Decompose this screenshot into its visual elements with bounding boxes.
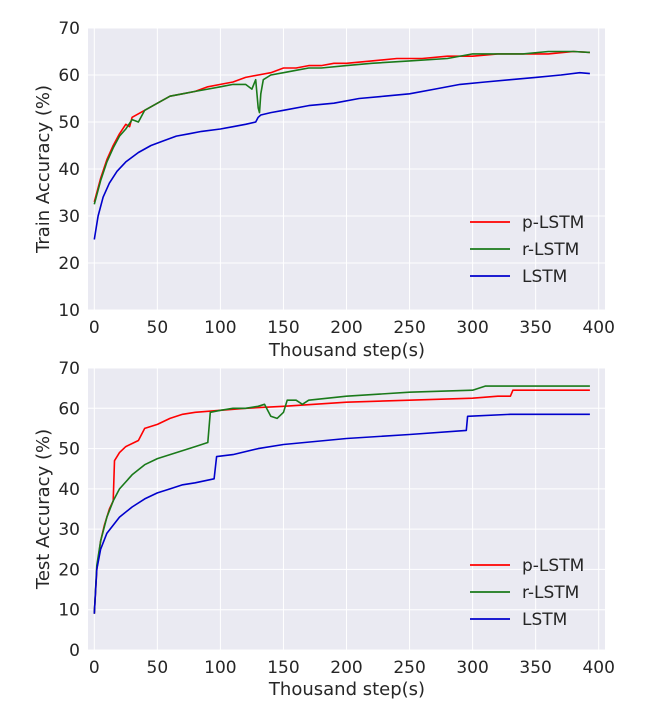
train-x-tick-label: 200 [330, 318, 362, 338]
test-x-tick-label: 0 [89, 658, 100, 678]
test-legend-label-lstm: LSTM [522, 610, 567, 630]
train-series-r-lstm-line [93, 50, 590, 205]
train-x-tick-label: 0 [89, 318, 100, 338]
train-y-axis-label: Train Accuracy (%) [33, 85, 54, 254]
test-series-r-lstm-line [93, 385, 590, 614]
test-x-tick-label: 350 [519, 658, 551, 678]
train-x-tick-label: 350 [519, 318, 551, 338]
train-x-tick-label: 250 [393, 318, 425, 338]
test-series-lstm-line [93, 413, 590, 614]
test-y-tick-label: 60 [58, 399, 80, 419]
test-legend: p-LSTM r-LSTM LSTM [470, 556, 584, 630]
train-x-tick-label: 300 [456, 318, 488, 338]
test-x-tick-label: 100 [204, 658, 236, 678]
train-x-tick-label: 100 [204, 318, 236, 338]
train-y-tick-label: 30 [58, 207, 80, 227]
train-legend-label-p-lstm: p-LSTM [522, 213, 584, 233]
test-x-tick-label: 50 [147, 658, 169, 678]
test-x-tick-label: 400 [582, 658, 614, 678]
train-y-tick-label: 70 [58, 19, 80, 39]
train-x-tick-label: 150 [267, 318, 299, 338]
test-y-tick-label: 50 [58, 440, 80, 460]
test-y-tick-label: 40 [58, 480, 80, 500]
test-y-tick-label: 30 [58, 520, 80, 540]
train-y-tick-label: 40 [58, 160, 80, 180]
train-y-tick-label: 60 [58, 66, 80, 86]
test-x-tick-label: 200 [330, 658, 362, 678]
test-x-tick-label: 150 [267, 658, 299, 678]
train-legend-label-lstm: LSTM [522, 267, 567, 287]
test-x-axis-label: Thousand step(s) [268, 679, 425, 700]
train-legend-label-r-lstm: r-LSTM [522, 240, 579, 260]
test-y-tick-label: 20 [58, 560, 80, 580]
train-y-tick-label: 20 [58, 254, 80, 274]
test-x-tick-label: 300 [456, 658, 488, 678]
train-legend: p-LSTM r-LSTM LSTM [470, 213, 584, 287]
test-legend-label-r-lstm: r-LSTM [522, 583, 579, 603]
train-series-lstm-line [93, 71, 590, 240]
train-y-tick-label: 50 [58, 113, 80, 133]
train-x-axis-label: Thousand step(s) [268, 340, 425, 361]
test-y-axis-label: Test Accuracy (%) [33, 429, 54, 590]
test-y-tick-label: 0 [69, 641, 80, 661]
test-y-tick-label: 70 [58, 359, 80, 379]
test-legend-label-p-lstm: p-LSTM [522, 556, 584, 576]
test-y-tick-label: 10 [58, 601, 80, 621]
train-accuracy-chart: 0 50 100 150 200 250 300 350 400 10 20 30 40 50 60 70 T… [33, 19, 615, 361]
train-y-tick-label: 10 [58, 301, 80, 321]
test-accuracy-chart: 0 50 100 150 200 250 300 350 400010203040506070 … [33, 359, 615, 700]
train-x-tick-label: 400 [582, 318, 614, 338]
train-x-tick-label: 50 [147, 318, 169, 338]
test-x-tick-label: 250 [393, 658, 425, 678]
